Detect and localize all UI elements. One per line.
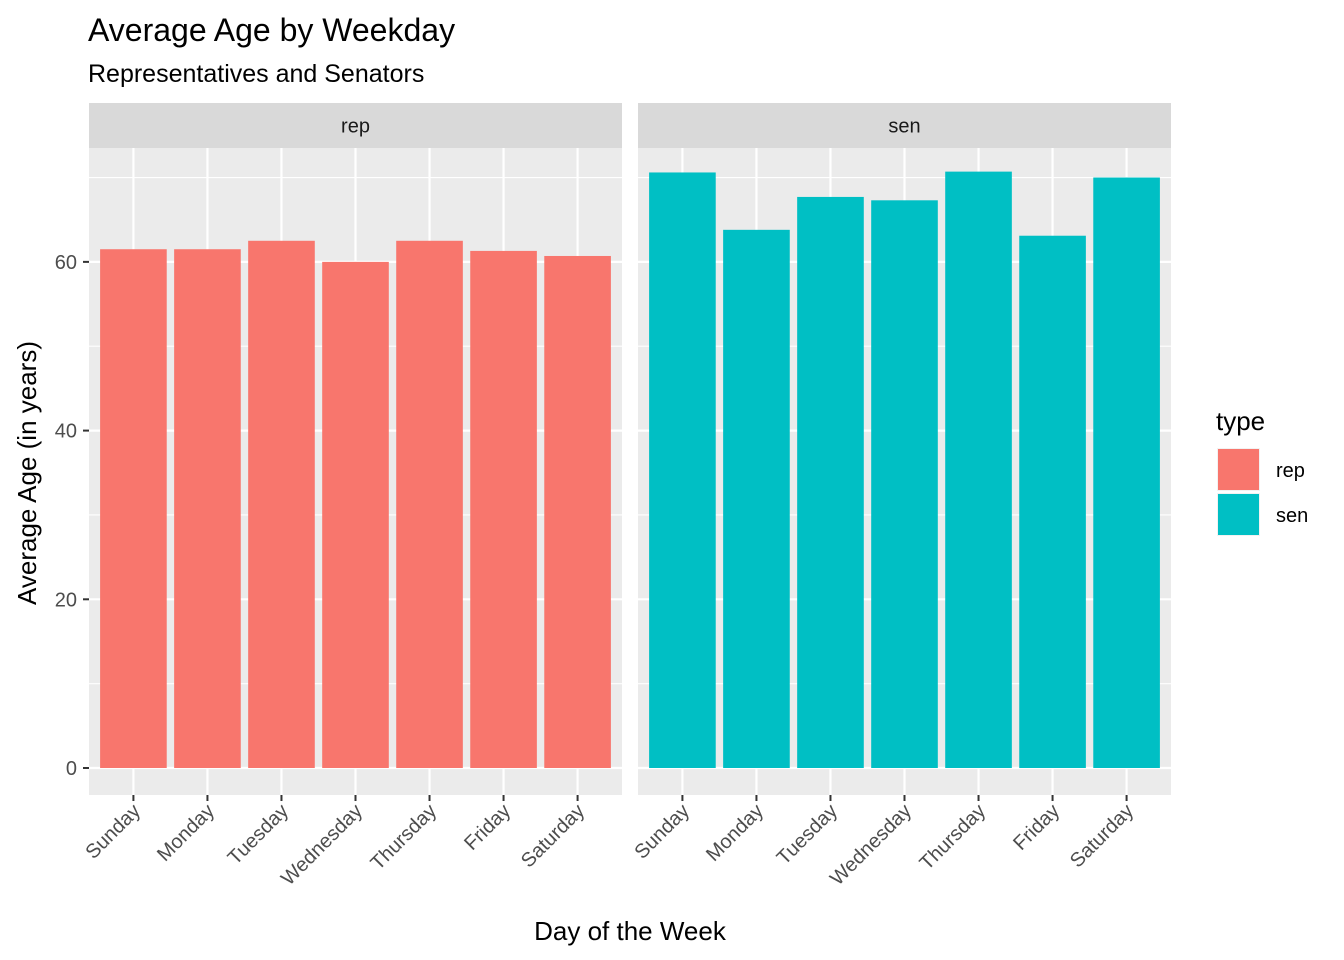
y-tick-label: 40 xyxy=(55,421,77,443)
bar-rep-friday xyxy=(470,250,537,769)
facet-strip-rep xyxy=(89,103,622,148)
x-tick-label: Tuesday xyxy=(773,800,842,869)
facet-strip-label-sen: sen xyxy=(888,116,920,138)
bar-sen-sunday xyxy=(649,172,716,769)
x-tick-label: Saturday xyxy=(1066,800,1138,872)
x-tick-label: Sunday xyxy=(81,800,145,864)
x-tick-label: Tuesday xyxy=(224,800,293,869)
bar-rep-tuesday xyxy=(248,240,315,769)
legend-key-sen xyxy=(1218,494,1259,535)
x-tick-label: Monday xyxy=(153,800,219,866)
y-axis-title: Average Age (in years) xyxy=(12,341,42,605)
legend-key-rep xyxy=(1218,449,1259,490)
x-tick-label: Saturday xyxy=(517,800,589,872)
bar-sen-friday xyxy=(1019,235,1086,769)
y-tick-label: 0 xyxy=(66,758,77,780)
bar-sen-saturday xyxy=(1093,177,1160,769)
bar-sen-wednesday xyxy=(871,200,938,769)
legend-label-sen: sen xyxy=(1276,505,1308,527)
bar-rep-saturday xyxy=(544,255,611,769)
bar-rep-thursday xyxy=(396,240,463,769)
bar-sen-tuesday xyxy=(797,196,864,769)
x-tick-label: Sunday xyxy=(630,800,694,864)
x-tick-label: Friday xyxy=(1009,800,1064,855)
y-tick-label: 20 xyxy=(55,589,77,611)
facet-strip-sen xyxy=(638,103,1171,148)
bar-sen-thursday xyxy=(945,171,1012,769)
chart-title: Average Age by Weekday xyxy=(88,12,455,48)
x-tick-label: Friday xyxy=(460,800,515,855)
chart-subtitle: Representatives and Senators xyxy=(88,60,424,88)
legend: type rep sen xyxy=(1216,406,1308,536)
legend-label-rep: rep xyxy=(1276,460,1305,482)
bar-rep-sunday xyxy=(100,249,167,769)
y-tick-label: 60 xyxy=(55,252,77,274)
x-axis-title: Day of the Week xyxy=(534,916,727,946)
bar-sen-monday xyxy=(723,229,790,769)
x-tick-label: Monday xyxy=(702,800,768,866)
bar-rep-wednesday xyxy=(322,261,389,769)
facet-strip-label-rep: rep xyxy=(341,116,370,138)
x-tick-label: Thursday xyxy=(367,800,442,875)
bar-rep-monday xyxy=(174,249,241,769)
y-axis: 0 20 40 60 xyxy=(55,252,89,780)
x-tick-label: Thursday xyxy=(916,800,991,875)
legend-title: type xyxy=(1216,406,1265,436)
